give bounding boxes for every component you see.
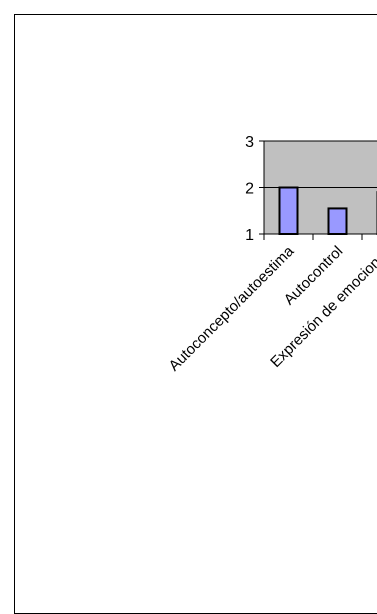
y-tick-label: 2 — [245, 181, 254, 198]
category-labels: Autoconcepto/autoestimaAutocontrolExpres… — [166, 242, 377, 374]
y-tick-label: 1 — [245, 227, 254, 244]
bar-chart: 1 2 3 Autoconcepto/autoestimaAutocontrolEx… — [0, 0, 377, 570]
bar-2 — [329, 208, 347, 234]
bar-1 — [280, 188, 298, 235]
y-tick-label: 3 — [245, 134, 254, 151]
